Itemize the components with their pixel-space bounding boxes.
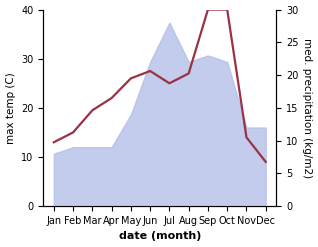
Y-axis label: med. precipitation (kg/m2): med. precipitation (kg/m2) [302, 38, 313, 178]
X-axis label: date (month): date (month) [119, 231, 201, 242]
Y-axis label: max temp (C): max temp (C) [5, 72, 16, 144]
